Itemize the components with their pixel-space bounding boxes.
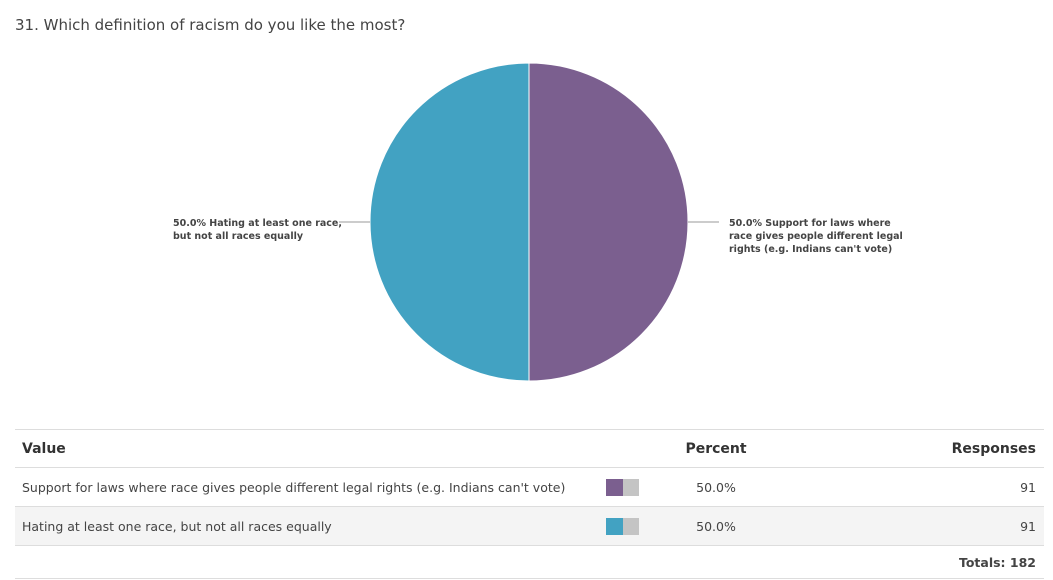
pie-slice [369,62,530,382]
pie-slice-label: 50.0% Hating at least one race, but not a… [173,218,342,242]
question-title: 31. Which definition of racism do you li… [15,16,406,34]
table-row: Hating at least one race, but not all ra… [15,506,1044,546]
table-row: Support for laws where race gives people… [15,467,1044,507]
header-responses: Responses [766,429,1044,468]
pie-label-line: race gives people different legal [729,231,903,242]
row-value: Support for laws where race gives people… [15,467,606,507]
row-bar [606,506,666,546]
header-percent: Percent [666,429,766,468]
pie-slice [528,62,689,382]
pie-label-line: 50.0% Support for laws where [729,218,891,229]
percent-bar [606,478,639,496]
table-header-row: Value Percent Responses [15,429,1044,468]
pie-chart: 50.0% Support for laws where race gives p… [173,62,903,382]
row-responses: 91 [766,506,1044,546]
percent-bar-fill [606,478,623,496]
header-value: Value [15,429,606,468]
pie-label-line: 50.0% Hating at least one race, [173,218,342,229]
row-value: Hating at least one race, but not all ra… [15,506,606,546]
row-bar [606,467,666,507]
percent-bar [606,517,639,535]
pie-label-line: rights (e.g. Indians can't vote) [729,244,892,255]
pie-slice-label: 50.0% Support for laws where race gives p… [729,218,903,255]
header-swatch [606,429,666,468]
results-table: Value Percent Responses Support for laws… [15,429,1044,579]
totals-label: Totals: 182 [15,545,1044,579]
pie-label-line: but not all races equally [173,231,304,242]
row-percent: 50.0% [666,467,766,507]
totals-row: Totals: 182 [15,545,1044,579]
row-responses: 91 [766,467,1044,507]
percent-bar-fill [606,517,623,535]
row-percent: 50.0% [666,506,766,546]
